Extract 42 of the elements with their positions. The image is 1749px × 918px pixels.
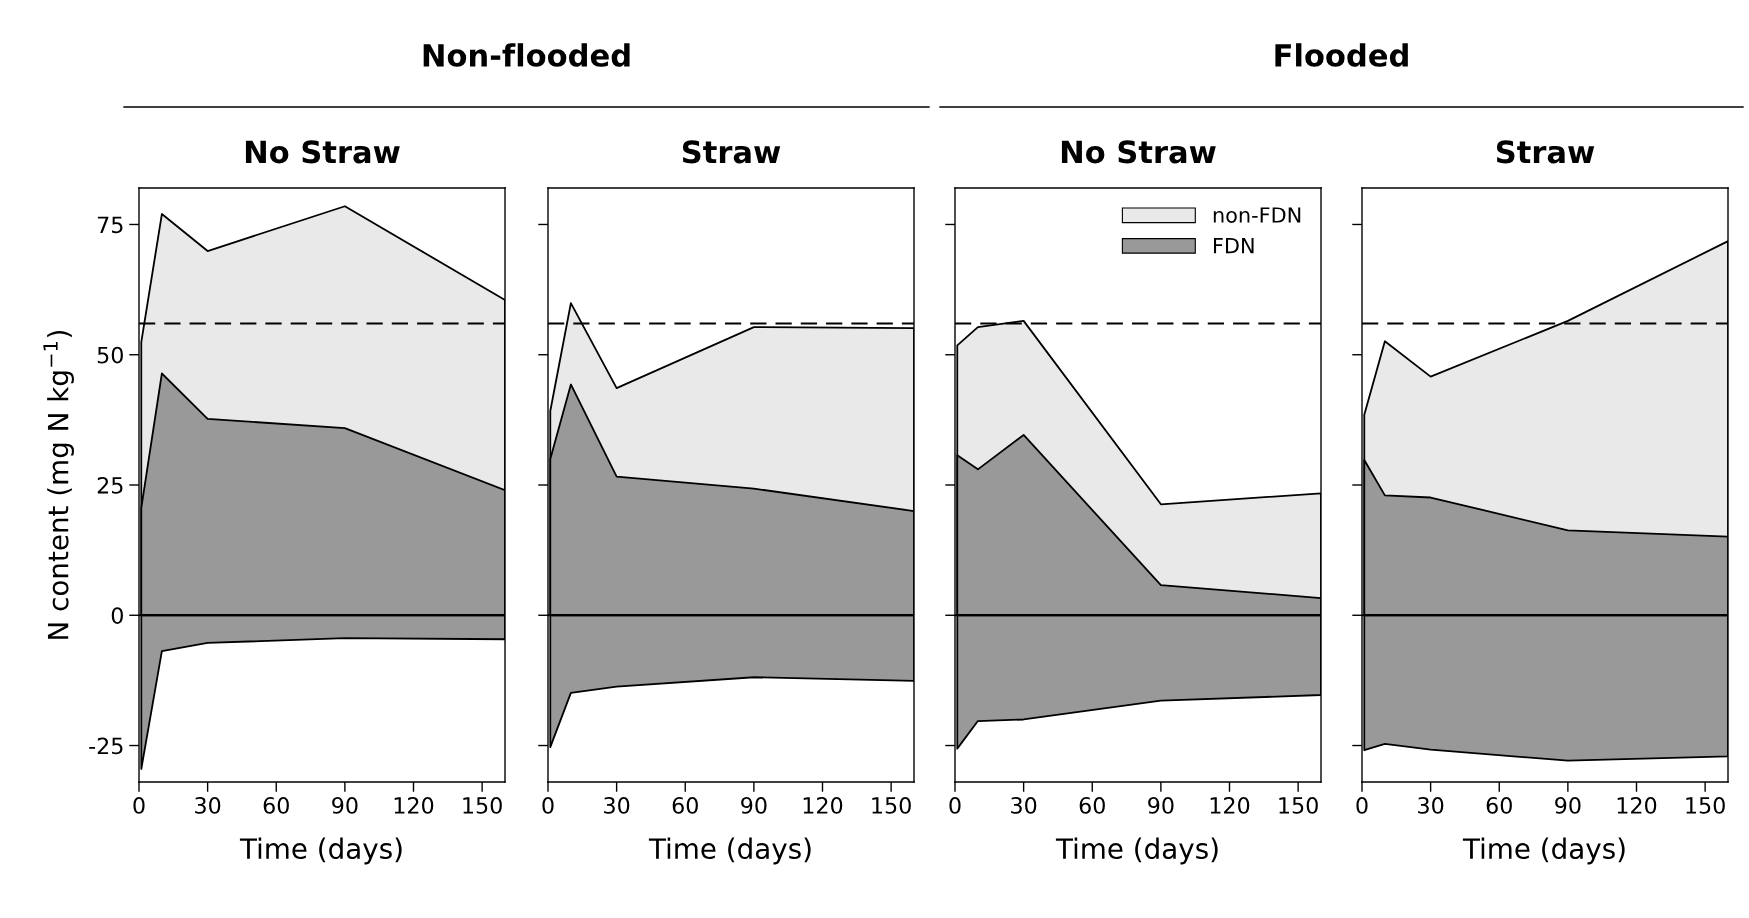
x-tick-label: 150 bbox=[1686, 796, 1725, 814]
x-tick-label: 60 bbox=[263, 796, 289, 814]
x-tick-label: 60 bbox=[672, 796, 698, 814]
y-tick-label: -25 bbox=[89, 737, 123, 755]
chart-title: No Straw bbox=[1061, 140, 1216, 164]
x-tick-label: 30 bbox=[195, 796, 221, 814]
x-tick-label: 120 bbox=[803, 796, 843, 814]
x-tick-label: 90 bbox=[741, 796, 767, 814]
text: Flooded bbox=[1275, 43, 1408, 67]
x-tick-label: 150 bbox=[872, 796, 911, 814]
text: Non-flooded bbox=[423, 43, 630, 67]
x-tick-label: 150 bbox=[1279, 796, 1318, 814]
x-tick-label: 120 bbox=[1617, 796, 1657, 814]
x-tick-label: 120 bbox=[394, 796, 434, 814]
y-axis-title: N content (mg N kg$^{−1}$) bbox=[43, 330, 74, 639]
x-tick-label: 90 bbox=[332, 796, 358, 814]
x-tick-label: 90 bbox=[1148, 796, 1174, 814]
chart-title: Straw bbox=[682, 140, 781, 164]
x-tick-label: 0 bbox=[1356, 796, 1368, 814]
y-tick-label: 50 bbox=[97, 346, 123, 364]
chart-title: No Straw bbox=[245, 140, 400, 164]
x-tick-label: 120 bbox=[1210, 796, 1250, 814]
x-tick-label: 90 bbox=[1555, 796, 1581, 814]
y-tick-label: 75 bbox=[97, 216, 123, 234]
x-tick-label: 150 bbox=[463, 796, 502, 814]
x-tick-label: 30 bbox=[1418, 796, 1444, 814]
x-axis-title: Time (days) bbox=[1055, 837, 1218, 865]
x-tick-label: 30 bbox=[1011, 796, 1037, 814]
x-tick-label: 0 bbox=[949, 796, 961, 814]
x-tick-label: 0 bbox=[133, 796, 145, 814]
legend-label: non-FDN bbox=[1213, 207, 1301, 223]
x-tick-label: 30 bbox=[604, 796, 630, 814]
x-tick-label: 0 bbox=[542, 796, 554, 814]
legend-label: FDN bbox=[1214, 237, 1254, 254]
chart-title: Straw bbox=[1496, 140, 1595, 164]
x-tick-label: 60 bbox=[1079, 796, 1105, 814]
x-tick-label: 60 bbox=[1486, 796, 1512, 814]
y-tick-label: 0 bbox=[111, 607, 123, 625]
x-axis-title: Time (days) bbox=[239, 837, 402, 865]
x-axis-title: Time (days) bbox=[1462, 837, 1625, 865]
y-tick-label: 25 bbox=[97, 476, 123, 494]
x-axis-title: Time (days) bbox=[648, 837, 811, 865]
